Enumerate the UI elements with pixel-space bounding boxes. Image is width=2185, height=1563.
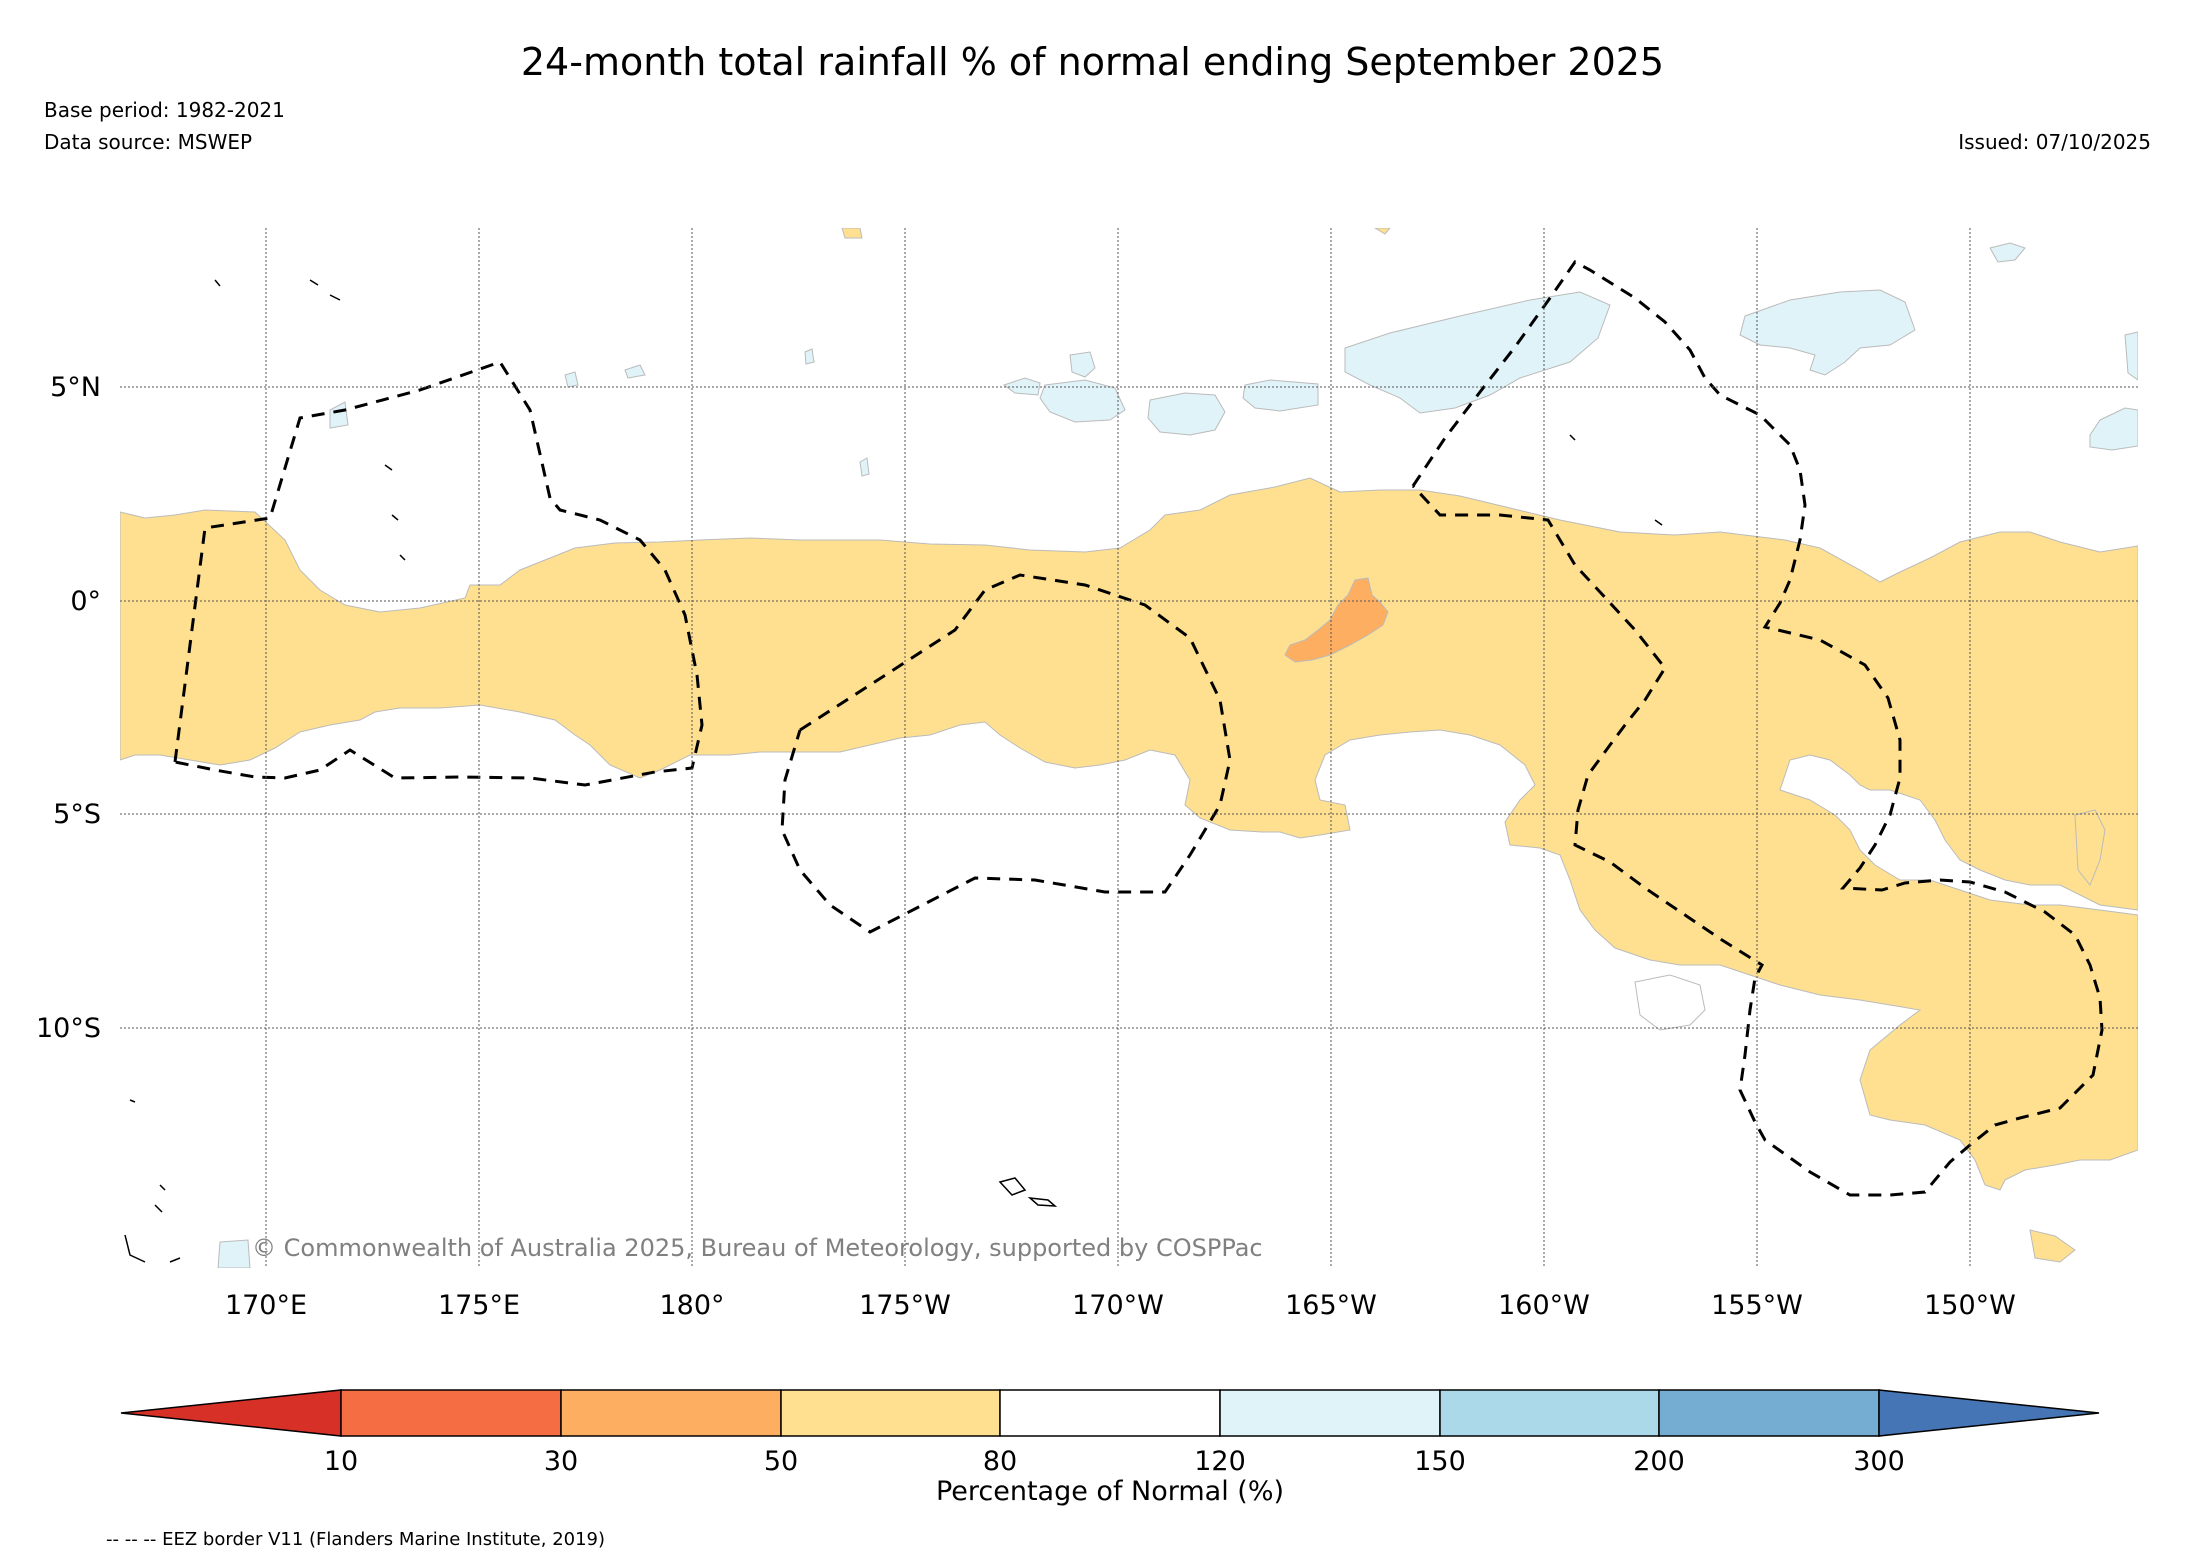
copyright-watermark: © Commonwealth of Australia 2025, Bureau… bbox=[252, 1234, 1263, 1262]
lon-label-175e: 175°E bbox=[438, 1290, 520, 1321]
colorbar-tick-30: 30 bbox=[544, 1446, 578, 1477]
colorbar-tick-120: 120 bbox=[1194, 1446, 1246, 1477]
dry-regions bbox=[120, 228, 2138, 1263]
eez-borders bbox=[173, 260, 2104, 1197]
lon-label-150w: 150°W bbox=[1924, 1290, 2016, 1321]
colorbar-title: Percentage of Normal (%) bbox=[936, 1476, 1284, 1507]
gridlines bbox=[120, 228, 2138, 1268]
base-period: Base period: 1982-2021 bbox=[44, 98, 285, 122]
chart-title: 24-month total rainfall % of normal endi… bbox=[520, 40, 1665, 84]
colorbar-tick-80: 80 bbox=[983, 1446, 1017, 1477]
lat-label-10s: 10°S bbox=[36, 1013, 101, 1044]
colorbar-tick-300: 300 bbox=[1853, 1446, 1905, 1477]
colorbar-tick-200: 200 bbox=[1633, 1446, 1685, 1477]
colorbar-segment-120-150 bbox=[1219, 1389, 1441, 1437]
lon-label-170e: 170°E bbox=[225, 1290, 307, 1321]
colorbar-tick-10: 10 bbox=[324, 1446, 358, 1477]
colorbar-segment-30-50 bbox=[560, 1389, 782, 1437]
island-outlines bbox=[124, 279, 1663, 1263]
lon-label-155w: 155°W bbox=[1711, 1290, 1803, 1321]
issued-date: Issued: 07/10/2025 bbox=[1958, 130, 2151, 154]
colorbar-segment-150-200 bbox=[1439, 1389, 1660, 1437]
lon-label-175w: 175°W bbox=[859, 1290, 951, 1321]
wet-regions bbox=[217, 242, 2138, 1268]
very-dry-region bbox=[1284, 577, 1389, 663]
colorbar bbox=[120, 1389, 2100, 1437]
lat-label-0: 0° bbox=[70, 586, 101, 617]
map-layers bbox=[120, 228, 2138, 1268]
lat-label-5n: 5°N bbox=[50, 372, 101, 403]
footnote: -- -- -- EEZ border V11 (Flanders Marine… bbox=[106, 1529, 606, 1550]
data-source: Data source: MSWEP bbox=[44, 130, 253, 154]
lon-label-160w: 160°W bbox=[1498, 1290, 1590, 1321]
colorbar-segment-50-80 bbox=[780, 1389, 1001, 1437]
colorbar-segment-200-300 bbox=[1658, 1389, 1880, 1437]
lat-label-5s: 5°S bbox=[53, 799, 101, 830]
lon-label-170w: 170°W bbox=[1072, 1290, 1164, 1321]
colorbar-segment-80-120 bbox=[999, 1389, 1221, 1437]
colorbar-tick-50: 50 bbox=[764, 1446, 798, 1477]
lon-label-165w: 165°W bbox=[1285, 1290, 1377, 1321]
lon-label-180: 180° bbox=[659, 1290, 724, 1321]
colorbar-segment-10-30 bbox=[340, 1389, 562, 1437]
colorbar-extend-low bbox=[120, 1389, 342, 1437]
colorbar-extend-high bbox=[1878, 1389, 2100, 1437]
colorbar-tick-150: 150 bbox=[1414, 1446, 1466, 1477]
